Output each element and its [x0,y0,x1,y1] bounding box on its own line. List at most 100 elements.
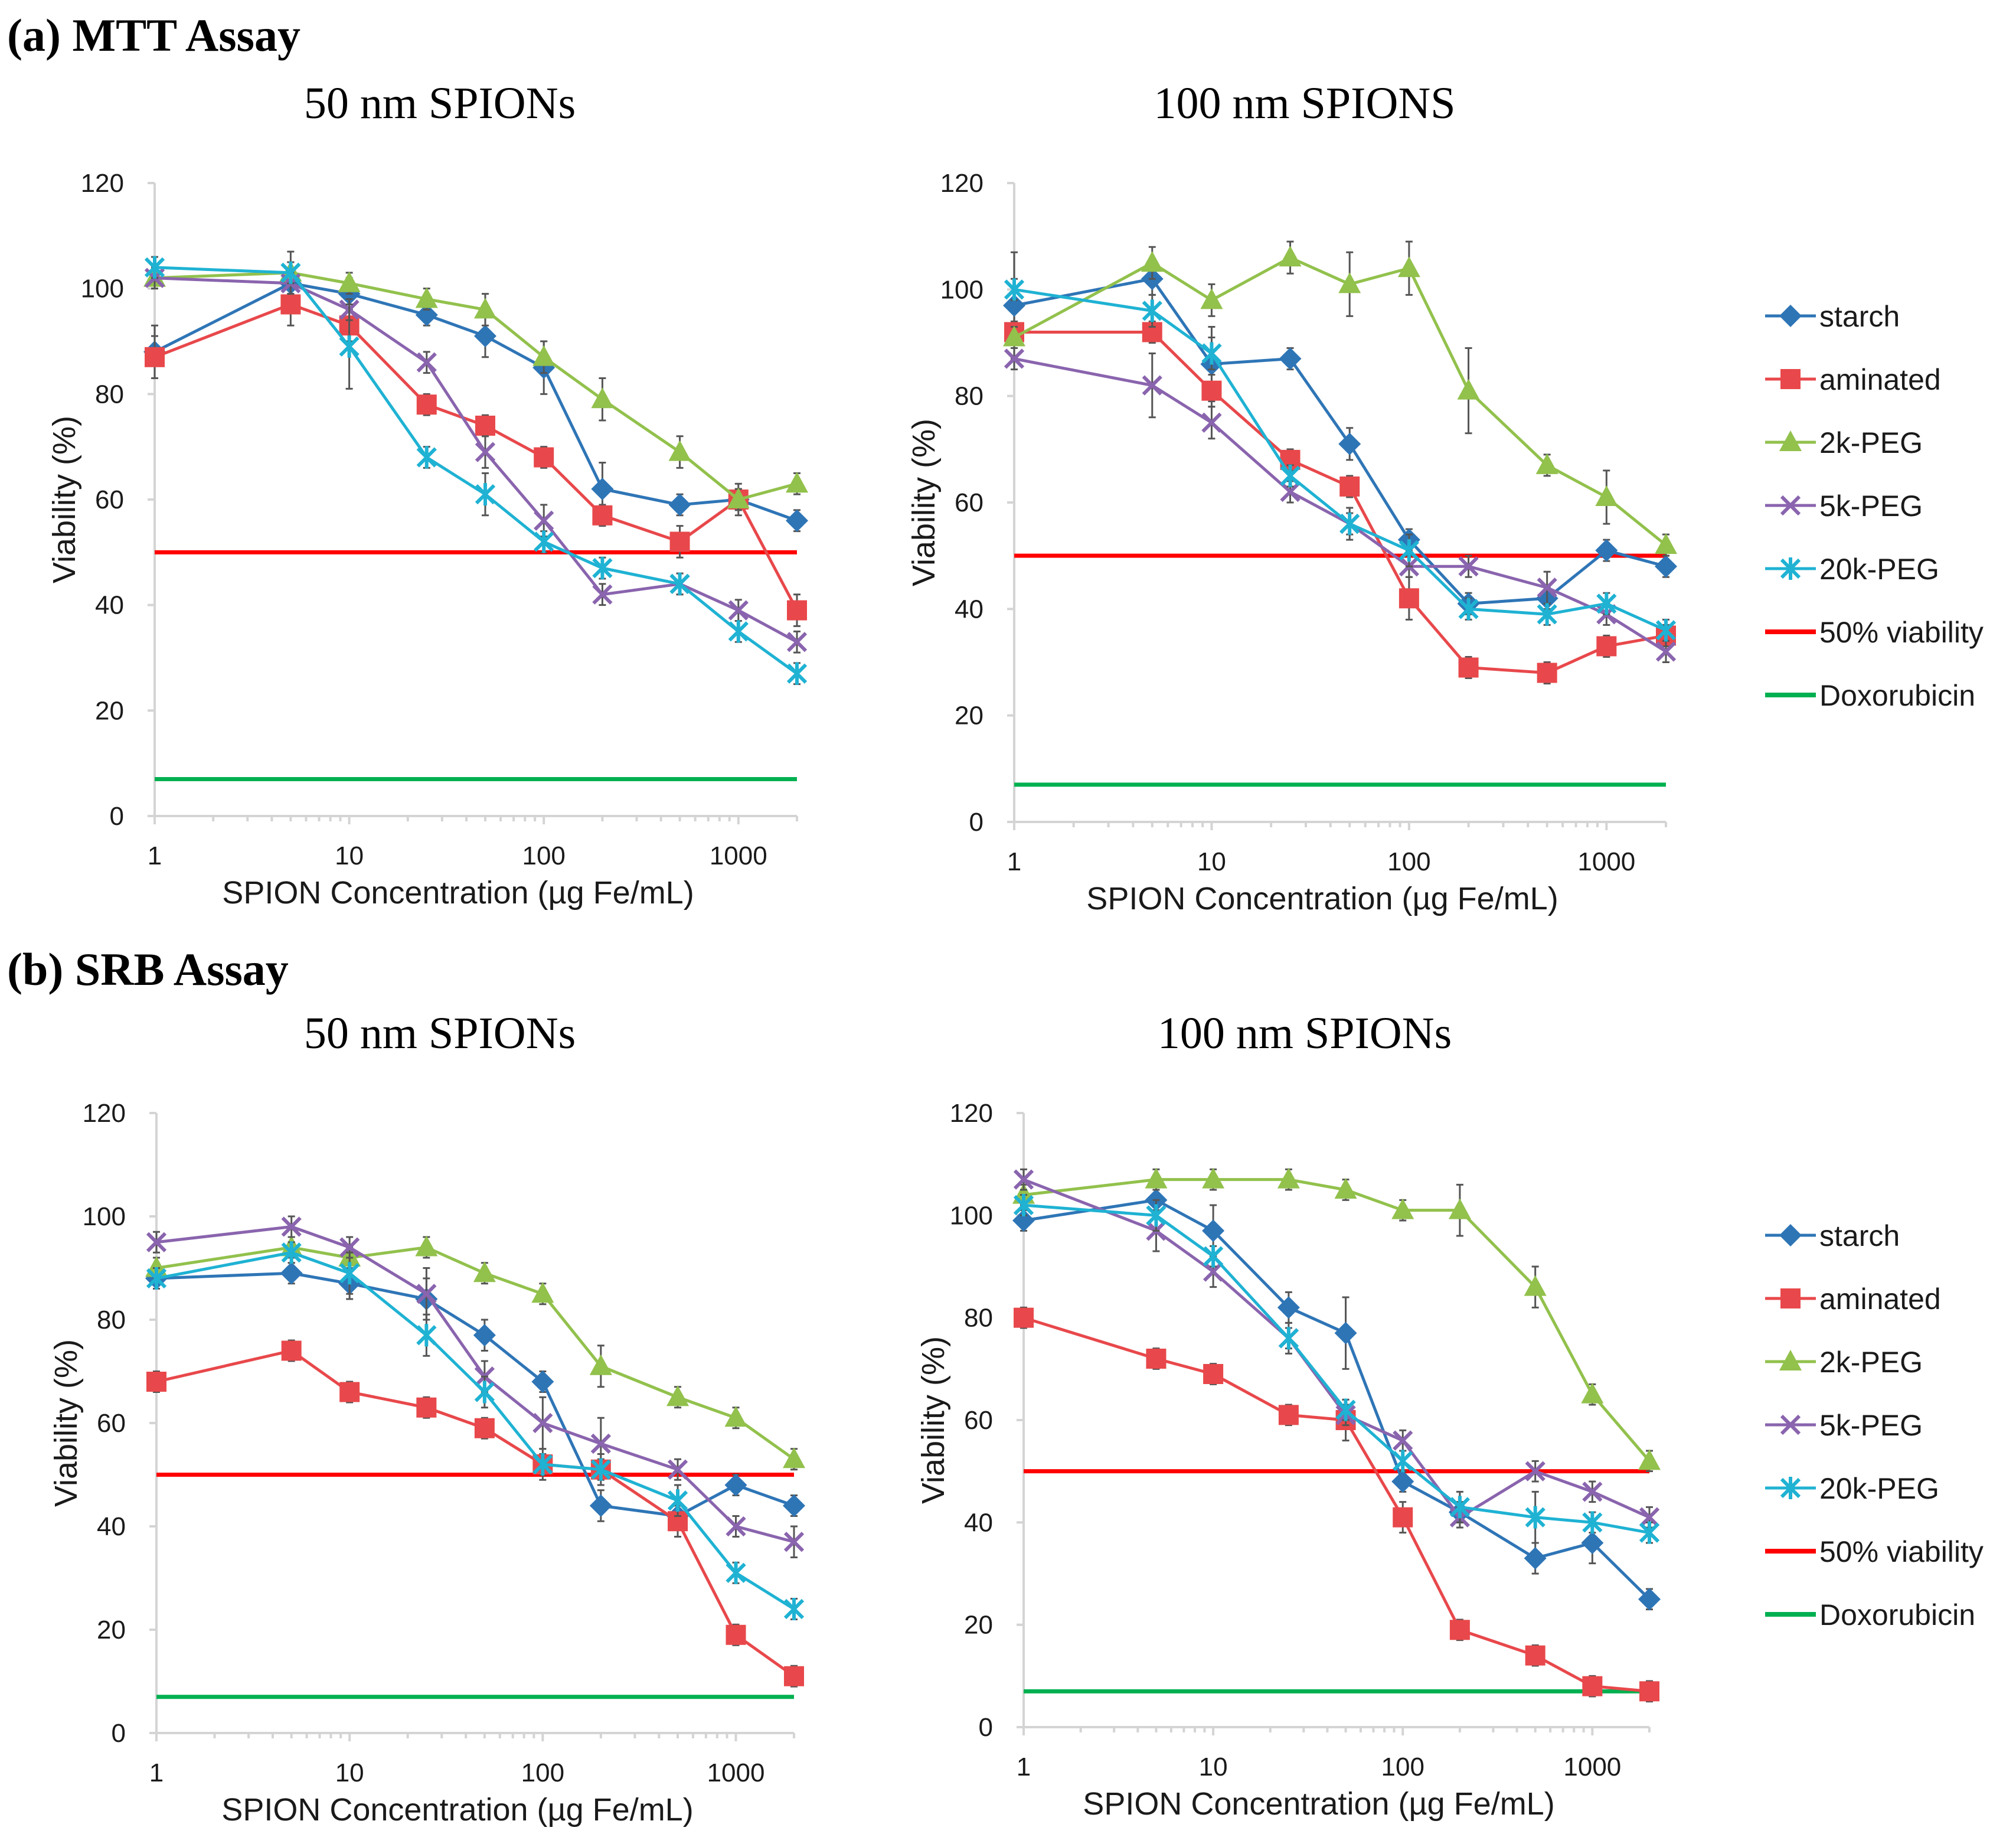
legend-label: 2k-PEG [1819,1346,1923,1379]
data-point-2k-peg [473,298,496,319]
data-point-starch [1655,555,1677,578]
data-point-2k-peg [1145,1167,1168,1189]
data-point-20k-peg [339,1262,360,1285]
data-point-aminated [1525,1645,1546,1666]
data-point-5k-peg [592,584,613,605]
y-tick-label: 60 [964,1406,993,1435]
data-point-starch [1003,294,1025,317]
data-point-20k-peg [1596,592,1617,615]
data-point-2k-peg [1595,485,1618,506]
x-tick-label: 1 [149,1758,164,1787]
data-point-20k-peg [1537,603,1557,626]
data-point-20k-peg [786,662,808,685]
data-point-starch [783,1494,805,1517]
x-tick-label: 100 [1381,1753,1424,1781]
data-point-20k-peg [667,1489,688,1512]
data-point-2k-peg [666,1385,690,1407]
data-point-20k-peg [532,1453,553,1476]
data-point-5k-peg [339,1237,360,1258]
data-point-aminated [669,531,690,552]
data-point-20k-peg [146,1267,167,1290]
legend-item-50pct-viability: 50% viability [1765,1535,1984,1568]
data-point-aminated [146,1372,166,1392]
data-point-aminated [1201,380,1222,401]
data-point-20k-peg [475,483,496,506]
series-line-20k-peg [1014,288,1667,632]
data-point-aminated [281,1340,302,1361]
data-point-20k-peg [474,1381,495,1404]
data-point-5k-peg [281,1216,302,1237]
data-point-starch [1595,539,1618,562]
y-tick-label: 60 [955,488,984,517]
y-tick-label: 120 [940,169,984,198]
series-line-aminated [154,302,799,611]
y-tick-label: 80 [964,1304,993,1333]
data-point-starch [1638,1588,1661,1611]
y-tick-label: 120 [950,1099,993,1128]
data-point-aminated [1537,663,1557,683]
data-point-2k-peg [1338,272,1361,293]
data-point-5k-peg [1458,556,1479,577]
series-line-20k-peg [1023,1203,1650,1535]
data-point-20k-peg [1280,464,1301,487]
x-tick-label: 1 [1017,1753,1031,1781]
data-point-starch [724,1474,747,1496]
legend-item-starch: starch [1765,1219,1900,1252]
data-point-aminated [1639,1681,1659,1702]
series-line-5k-peg [1014,357,1667,653]
data-point-5k-peg [1280,481,1301,502]
data-point-aminated [1014,1307,1034,1328]
series-starch [143,261,808,533]
series-starch [145,1262,805,1528]
data-point-5k-peg [783,1532,805,1552]
y-tick-label: 0 [110,802,124,831]
data-point-5k-peg [532,1412,553,1434]
legend-item-20k-peg: 20k-PEG [1765,1472,1939,1505]
data-point-20k-peg [1013,1194,1034,1216]
x-tick-label: 10 [335,841,364,870]
x-tick-label: 10 [335,1758,364,1787]
data-point-20k-peg [1655,619,1677,642]
series-20k-peg [1004,278,1677,642]
series-line-5k-peg [1023,1178,1651,1519]
legend-marker [1779,1350,1802,1370]
y-axis-label: Viability (%) [48,1339,84,1507]
y-tick-label: 0 [979,1713,993,1742]
y-tick-label: 100 [950,1201,993,1230]
data-point-20k-peg [1142,299,1162,322]
series-line-aminated [156,1349,795,1678]
data-point-starch [1279,347,1302,370]
y-axis-label: Viability (%) [916,1336,951,1504]
legend-item-doxorubicin: Doxorubicin [1765,679,1975,712]
data-point-2k-peg [1279,246,1302,267]
series-line-2k-peg [156,1246,795,1461]
series-2k-peg [145,1235,805,1471]
data-point-starch [1334,1321,1357,1345]
x-tick-label: 1000 [707,1758,765,1787]
data-point-5k-peg [1142,375,1162,396]
data-point-2k-peg [1141,251,1164,272]
data-point-20k-peg [592,557,613,580]
series-5k-peg [1004,347,1677,663]
data-point-2k-peg [1655,533,1677,554]
legend-marker [1779,1224,1802,1246]
legend-label: 20k-PEG [1819,1472,1939,1505]
chart-title-mtt-50: 50 nm SPIONs [304,79,576,128]
data-point-20k-peg [416,1324,437,1347]
legend-label: 5k-PEG [1819,1409,1923,1442]
data-point-20k-peg [728,620,749,643]
data-point-5k-peg [1013,1169,1034,1190]
series-20k-peg [146,1241,805,1620]
y-tick-label: 0 [969,808,984,837]
x-tick-label: 100 [1387,847,1430,876]
data-point-starch [280,1262,303,1285]
data-point-20k-peg [1004,278,1025,301]
series-line-starch [156,1271,795,1518]
data-point-aminated [1146,1349,1167,1369]
legend-item-20k-peg: 20k-PEG [1765,553,1939,586]
y-axis-label: Viability (%) [47,416,82,583]
data-point-2k-peg [1397,256,1420,278]
data-point-2k-peg [1391,1198,1414,1219]
